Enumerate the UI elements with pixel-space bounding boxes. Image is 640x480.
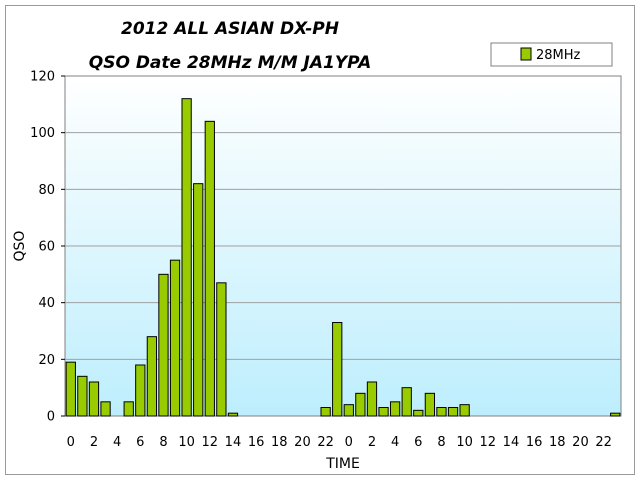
y-tick-label: 40 bbox=[38, 296, 55, 311]
x-tick-label: 2 bbox=[90, 435, 98, 450]
x-tick-label: 0 bbox=[67, 435, 75, 450]
bar-29 bbox=[401, 387, 412, 417]
x-tick-label: 0 bbox=[345, 435, 353, 450]
legend-label: 28MHz bbox=[536, 48, 581, 63]
bar-26 bbox=[366, 381, 378, 417]
y-tick-label: 120 bbox=[30, 70, 55, 85]
x-tick-label: 10 bbox=[178, 435, 195, 450]
bar-10 bbox=[181, 98, 192, 417]
bar-6 bbox=[135, 364, 146, 417]
bar-34 bbox=[459, 404, 470, 417]
x-tick-label: 20 bbox=[572, 435, 589, 450]
bar-27 bbox=[378, 407, 389, 417]
bar-32 bbox=[436, 407, 447, 417]
bar-7 bbox=[146, 336, 158, 417]
x-tick-label: 4 bbox=[391, 435, 399, 450]
x-tick-label: 12 bbox=[202, 435, 219, 450]
bar-11 bbox=[193, 183, 204, 417]
x-tick-label: 14 bbox=[503, 435, 520, 450]
bar-24 bbox=[343, 404, 354, 417]
bar-5 bbox=[123, 401, 134, 417]
x-tick-label: 8 bbox=[159, 435, 167, 450]
bar-33 bbox=[447, 407, 459, 417]
bar-14 bbox=[227, 412, 239, 417]
x-tick-label: 16 bbox=[526, 435, 543, 450]
legend-swatch bbox=[520, 47, 532, 61]
y-tick-label: 0 bbox=[47, 410, 55, 425]
bar-0 bbox=[65, 361, 76, 417]
bar-1 bbox=[77, 375, 88, 417]
x-tick-label: 8 bbox=[437, 435, 445, 450]
bar-8 bbox=[158, 273, 169, 417]
x-tick-label: 14 bbox=[225, 435, 242, 450]
bar-3 bbox=[100, 401, 111, 417]
bar-31 bbox=[424, 392, 436, 417]
bar-12 bbox=[204, 120, 215, 417]
y-tick-label: 100 bbox=[30, 126, 55, 141]
x-tick-label: 12 bbox=[480, 435, 497, 450]
y-tick-label: 80 bbox=[38, 183, 55, 198]
bar-22 bbox=[320, 407, 331, 417]
bar-28 bbox=[389, 401, 401, 417]
x-tick-label: 6 bbox=[136, 435, 144, 450]
chart-title-line-2: QSO Date 28MHz M/M JA1YPA bbox=[89, 53, 371, 73]
x-tick-label: 18 bbox=[271, 435, 288, 450]
x-tick-label: 16 bbox=[248, 435, 265, 450]
bar-13 bbox=[216, 282, 227, 417]
x-tick-label: 20 bbox=[294, 435, 311, 450]
x-tick-label: 22 bbox=[317, 435, 334, 450]
x-tick-label: 6 bbox=[414, 435, 422, 450]
y-axis-label: QSO bbox=[12, 231, 28, 262]
bar-2 bbox=[88, 381, 100, 417]
x-tick-label: 4 bbox=[113, 435, 121, 450]
legend: 28MHz bbox=[490, 42, 613, 67]
bar-9 bbox=[169, 259, 181, 417]
chart-title-line-1: 2012 ALL ASIAN DX-PH bbox=[121, 19, 339, 39]
x-axis-label: TIME bbox=[325, 456, 360, 472]
bar-25 bbox=[355, 392, 366, 417]
bars bbox=[65, 98, 621, 417]
bar-30 bbox=[413, 409, 424, 417]
x-tick-label: 22 bbox=[595, 435, 612, 450]
y-tick-label: 20 bbox=[38, 353, 55, 368]
y-tick-label: 60 bbox=[38, 240, 55, 255]
x-tick-label: 18 bbox=[549, 435, 566, 450]
x-axis-ticks: 0 2 4 6 8 10 12 14 16 18 20 22 0 2 4 6 8 10 12 14 16 18 20 22 bbox=[67, 435, 612, 450]
x-tick-label: 10 bbox=[456, 435, 473, 450]
x-tick-label: 2 bbox=[368, 435, 376, 450]
gridlines bbox=[65, 132, 621, 360]
y-axis-ticks: 0 20 40 60 80 100 120 bbox=[30, 70, 65, 425]
bar-47 bbox=[610, 412, 621, 417]
bar-23 bbox=[332, 322, 343, 417]
